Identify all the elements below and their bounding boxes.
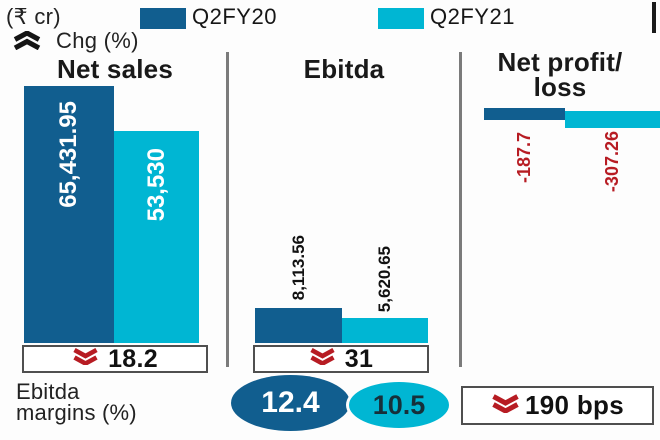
column-divider <box>459 52 462 367</box>
title-line-2: loss <box>533 72 587 102</box>
value-label-net-sales-q2fy20: 65,431.95 <box>55 100 82 208</box>
change-legend-label: Chg (%) <box>56 28 139 53</box>
value-label-ebitda-q2fy21: 5,620.65 <box>375 245 394 313</box>
change-value-margins: 190 bps <box>525 390 624 420</box>
title-line-1: Net profit/ <box>497 47 623 77</box>
change-value-ebitda: 31 <box>344 344 374 373</box>
value-label-ebitda-q2fy20: 8,113.56 <box>288 235 308 301</box>
section-title-net-sales: Net sales <box>57 54 173 84</box>
margin-circle-q2fy20: 12.4 <box>231 375 350 431</box>
bar-net-sales-q2fy20 <box>24 86 114 343</box>
section-title-net-profit-loss: Net profit/ loss <box>464 47 656 102</box>
change-box-margins: 190 bps <box>461 386 654 425</box>
value-label-net-profit-q2fy21: -307.26 <box>602 131 622 193</box>
unit-label: (₹ cr) <box>6 4 61 29</box>
cropped-edge-mark <box>652 2 656 33</box>
value-label-net-profit-q2fy20: -187.7 <box>514 132 534 184</box>
chevron-down-double-icon <box>309 347 336 370</box>
bar-ebitda-q2fy20 <box>255 308 342 343</box>
margin-circle-q2fy21: 10.5 <box>346 379 452 431</box>
ebitda-margins-label: Ebitda margins (%) <box>16 379 137 425</box>
value-label-net-sales-q2fy21: 53,530 <box>142 148 170 222</box>
legend-swatch-q2fy20 <box>140 8 186 29</box>
bar-net-profit-q2fy20 <box>484 108 565 120</box>
margins-label-line-1: Ebitda <box>16 379 80 404</box>
bar-net-profit-q2fy21 <box>565 111 660 128</box>
change-box-net-sales: 18.2 <box>22 345 208 373</box>
chevron-up-double-icon <box>12 30 42 55</box>
margin-value-q2fy20: 12.4 <box>261 386 320 419</box>
bar-net-sales-q2fy21 <box>114 131 199 343</box>
bar-ebitda-q2fy21 <box>342 318 428 343</box>
legend-label-q2fy20: Q2FY20 <box>192 4 277 29</box>
change-box-ebitda: 31 <box>253 345 429 373</box>
margins-label-line-2: margins (%) <box>16 400 137 425</box>
legend-swatch-q2fy21 <box>378 8 424 29</box>
legend-label-q2fy21: Q2FY21 <box>430 4 515 29</box>
change-value-net-sales: 18.2 <box>108 344 158 373</box>
column-divider <box>226 52 229 367</box>
margin-value-q2fy21: 10.5 <box>372 389 426 420</box>
chevron-down-double-icon <box>72 347 99 370</box>
section-title-ebitda: Ebitda <box>303 54 385 84</box>
chevron-down-double-icon <box>491 393 520 418</box>
